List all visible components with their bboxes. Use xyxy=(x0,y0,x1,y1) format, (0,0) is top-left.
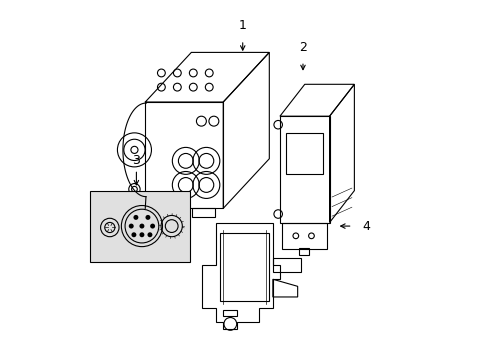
Text: 2: 2 xyxy=(299,41,306,54)
Circle shape xyxy=(147,232,152,237)
Text: 1: 1 xyxy=(238,19,246,32)
Circle shape xyxy=(150,224,155,229)
Bar xyxy=(286,133,323,174)
Circle shape xyxy=(128,224,133,229)
Text: 4: 4 xyxy=(362,220,370,233)
Circle shape xyxy=(133,215,138,220)
Circle shape xyxy=(145,215,150,220)
Circle shape xyxy=(139,232,144,237)
Text: 3: 3 xyxy=(132,154,140,167)
Circle shape xyxy=(131,232,136,237)
Bar xyxy=(90,191,189,261)
Bar xyxy=(299,248,308,256)
Circle shape xyxy=(139,224,144,229)
Bar xyxy=(223,310,237,316)
Bar xyxy=(282,222,326,249)
